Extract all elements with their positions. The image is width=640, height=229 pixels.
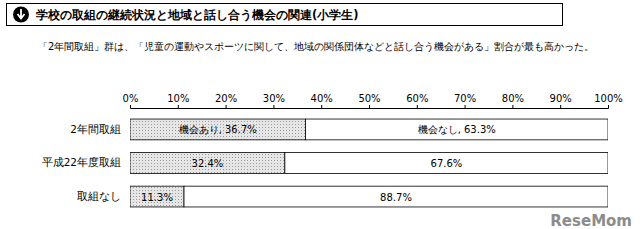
data-label: 88.7% <box>380 192 412 203</box>
chart: 学校の取組の継続状況と地域と話し合う機会の関連(小学生) 「2年間取組」群は、「児… <box>0 0 640 229</box>
category-label: 2年間取組 <box>70 123 121 135</box>
x-axis: 0% 10% 20% 30% 40% 50% 60% 70% 80% 90% 100% <box>123 93 623 109</box>
x-tick: 100% <box>594 93 623 108</box>
y-tick: 平成22年度取組 <box>42 156 121 168</box>
x-tick-mark <box>178 105 179 108</box>
x-tick-label: 90% <box>550 93 572 104</box>
x-tick-mark <box>417 105 418 108</box>
x-tick-mark <box>130 105 131 108</box>
x-tick-label: 50% <box>358 93 380 104</box>
y-axis: 2年間取組平成22年度取組取組なし <box>42 123 121 202</box>
x-tick-mark <box>560 105 561 108</box>
x-tick-label: 80% <box>502 93 524 104</box>
bar <box>130 153 285 174</box>
x-tick: 90% <box>550 93 572 108</box>
x-tick: 30% <box>263 93 285 108</box>
header-box <box>7 4 563 26</box>
bar <box>130 119 305 140</box>
x-axis-line <box>131 105 609 109</box>
x-tick-mark <box>512 105 513 108</box>
bars <box>130 119 608 207</box>
x-tick-label: 10% <box>167 93 189 104</box>
data-label: 32.4% <box>192 158 224 169</box>
x-tick-mark <box>465 105 466 108</box>
category-label: 平成22年度取組 <box>42 156 121 168</box>
y-tick: 取組なし <box>77 190 121 202</box>
watermark: ReseMom <box>550 212 632 229</box>
category-label: 取組なし <box>77 190 121 202</box>
x-tick-label: 20% <box>215 93 237 104</box>
x-tick-mark <box>321 105 322 108</box>
x-tick: 70% <box>454 93 476 108</box>
x-tick-mark <box>273 105 274 108</box>
subtitle: 「2年間取組」群は、「児童の運動やスポーツに関して、地域の関係団体などと話し合う… <box>38 41 594 52</box>
data-label: 11.3% <box>141 192 173 203</box>
x-tick-label: 40% <box>311 93 333 104</box>
data-label: 機会なし, 63.3% <box>418 124 496 135</box>
bar <box>285 153 608 174</box>
x-tick: 40% <box>311 93 333 108</box>
x-tick-mark <box>369 105 370 108</box>
bar <box>184 186 608 207</box>
x-tick: 20% <box>215 93 237 108</box>
x-tick-mark <box>608 105 609 108</box>
x-tick-label: 60% <box>406 93 428 104</box>
x-tick: 0% <box>123 93 139 108</box>
bar <box>305 119 608 140</box>
data-label: 67.6% <box>431 158 463 169</box>
header-icon-arrow <box>18 9 25 19</box>
y-tick: 2年間取組 <box>70 123 121 135</box>
x-tick-label: 0% <box>123 93 139 104</box>
x-tick-label: 30% <box>263 93 285 104</box>
x-tick: 50% <box>358 93 380 108</box>
title: 学校の取組の継続状況と地域と話し合う機会の関連(小学生) <box>36 8 359 22</box>
data-label: 機会あり, 36.7% <box>179 124 257 135</box>
bar <box>130 186 184 207</box>
data-labels: 機会あり, 36.7% 32.4% 11.3% 機会なし, 63.3% 67.6% 88.… <box>141 124 496 202</box>
x-tick: 80% <box>502 93 524 108</box>
header-icon <box>13 7 29 23</box>
x-tick-mark <box>226 105 227 108</box>
x-tick-label: 70% <box>454 93 476 104</box>
x-tick-label: 100% <box>594 93 623 104</box>
x-tick: 10% <box>167 93 189 108</box>
x-tick: 60% <box>406 93 428 108</box>
